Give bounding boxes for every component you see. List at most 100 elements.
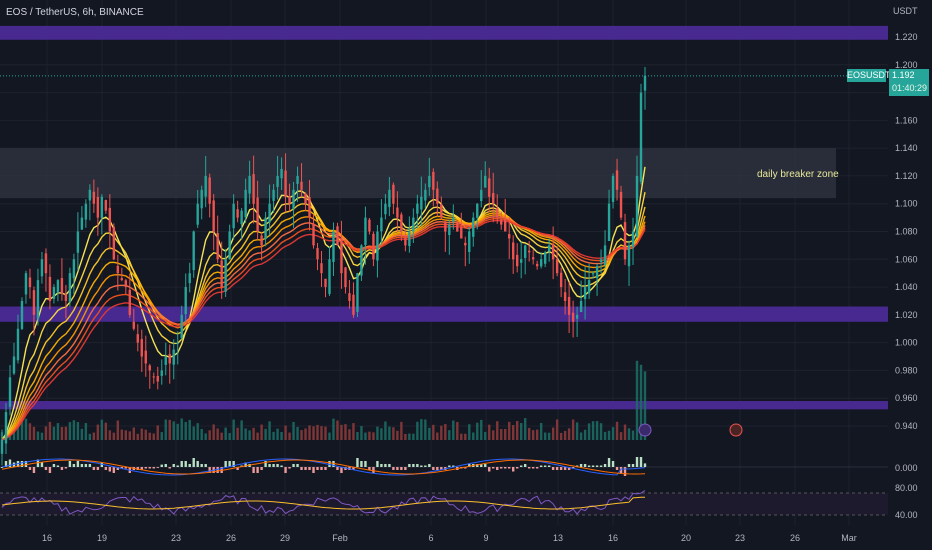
- volume-bar: [220, 432, 223, 440]
- candle-body: [424, 189, 427, 201]
- candle-body: [420, 196, 423, 210]
- volume-bar: [20, 418, 24, 440]
- candle-body: [360, 245, 363, 276]
- macd-histogram-bar: [531, 467, 535, 469]
- candle-body: [4, 412, 8, 444]
- candle-body: [284, 170, 287, 197]
- candle-body: [256, 197, 259, 232]
- candle-body: [192, 231, 195, 271]
- candle-body: [368, 219, 371, 232]
- candle-body: [531, 257, 535, 260]
- y-tick-label: 1.220: [895, 32, 918, 42]
- volume-bar: [184, 421, 187, 440]
- volume-bar: [108, 430, 112, 440]
- macd-histogram-bar: [635, 457, 639, 467]
- candle-body: [512, 242, 515, 260]
- volume-bar: [631, 430, 635, 440]
- volume-bar: [508, 421, 511, 440]
- candle-body: [623, 222, 627, 260]
- candle-body: [292, 189, 295, 209]
- candle-body: [448, 224, 451, 236]
- x-tick-label: 20: [681, 533, 691, 543]
- macd-histogram-bar: [563, 467, 567, 470]
- macd-histogram-bar: [284, 467, 287, 473]
- volume-bar: [24, 418, 28, 440]
- candle-body: [496, 208, 499, 218]
- candle-body: [220, 260, 223, 288]
- macd-histogram-bar: [40, 462, 44, 467]
- y-tick-label: 1.000: [895, 338, 918, 348]
- macd-histogram-bar: [508, 467, 511, 469]
- candle-body: [456, 223, 459, 232]
- x-tick-label: 6: [428, 533, 433, 543]
- candle-body: [136, 334, 139, 343]
- volume-bar: [579, 432, 583, 440]
- macd-histogram-bar: [176, 465, 179, 467]
- candle-body: [280, 168, 283, 179]
- candle-body: [92, 191, 96, 204]
- candle-body: [619, 191, 623, 218]
- macd-histogram-bar: [92, 467, 96, 470]
- x-tick-label: 23: [171, 533, 181, 543]
- macd-histogram-bar: [68, 461, 72, 467]
- volume-bar: [539, 423, 543, 440]
- macd-histogram-bar: [80, 464, 84, 467]
- macd-histogram-bar: [368, 467, 371, 470]
- volume-bar: [272, 431, 275, 440]
- macd-histogram-bar: [527, 467, 531, 469]
- candle-body: [60, 278, 64, 295]
- candle-body: [300, 181, 303, 190]
- last-price-tag: 1.192 01:40:29: [889, 69, 929, 96]
- macd-histogram-bar: [440, 467, 443, 470]
- candle-body: [276, 175, 279, 187]
- macd-histogram-bar: [547, 465, 551, 467]
- macd-histogram-bar: [300, 467, 303, 470]
- volume-bar: [500, 429, 503, 440]
- candle-body: [567, 296, 571, 315]
- macd-histogram-bar: [200, 464, 203, 467]
- candle-body: [464, 242, 467, 246]
- volume-bar: [432, 424, 435, 440]
- candle-body: [20, 300, 24, 329]
- volume-bar: [48, 421, 52, 440]
- macd-histogram-bar: [0, 467, 4, 468]
- rsi-tick-label: 80.00: [895, 483, 918, 493]
- volume-bar: [627, 428, 631, 440]
- volume-bar: [480, 419, 483, 440]
- ema-line: [1, 209, 646, 441]
- macd-histogram-bar: [555, 467, 559, 470]
- candle-body: [124, 280, 128, 288]
- candle-body: [272, 189, 275, 201]
- macd-histogram-bar: [352, 467, 355, 470]
- volume-bar: [424, 419, 427, 440]
- volume-bar: [460, 433, 463, 440]
- volume-bar: [180, 418, 183, 440]
- volume-bar: [527, 427, 531, 440]
- volume-bar: [516, 421, 519, 440]
- candle-body: [120, 278, 124, 281]
- volume-bar: [575, 422, 579, 440]
- candle-body: [408, 231, 411, 247]
- macd-histogram-bar: [539, 465, 543, 467]
- volume-bar: [228, 433, 231, 440]
- volume-bar: [404, 433, 407, 440]
- volume-bar: [248, 430, 251, 440]
- macd-histogram-bar: [464, 467, 467, 469]
- breaker-zone: [0, 148, 836, 199]
- macd-histogram-bar: [384, 464, 387, 467]
- volume-bar: [472, 432, 475, 440]
- macd-histogram-bar: [619, 467, 623, 473]
- y-tick-label: 0.960: [895, 393, 918, 403]
- macd-histogram-bar: [236, 467, 239, 470]
- volume-bar: [136, 433, 139, 440]
- candle-body: [476, 203, 479, 218]
- candle-body: [80, 217, 84, 230]
- volume-bar: [412, 433, 415, 440]
- volume-bar: [603, 431, 607, 440]
- volume-bar: [164, 419, 167, 440]
- volume-bar: [476, 422, 479, 440]
- macd-histogram-bar: [276, 464, 279, 467]
- volume-bar: [428, 427, 431, 440]
- macd-histogram-bar: [332, 461, 335, 467]
